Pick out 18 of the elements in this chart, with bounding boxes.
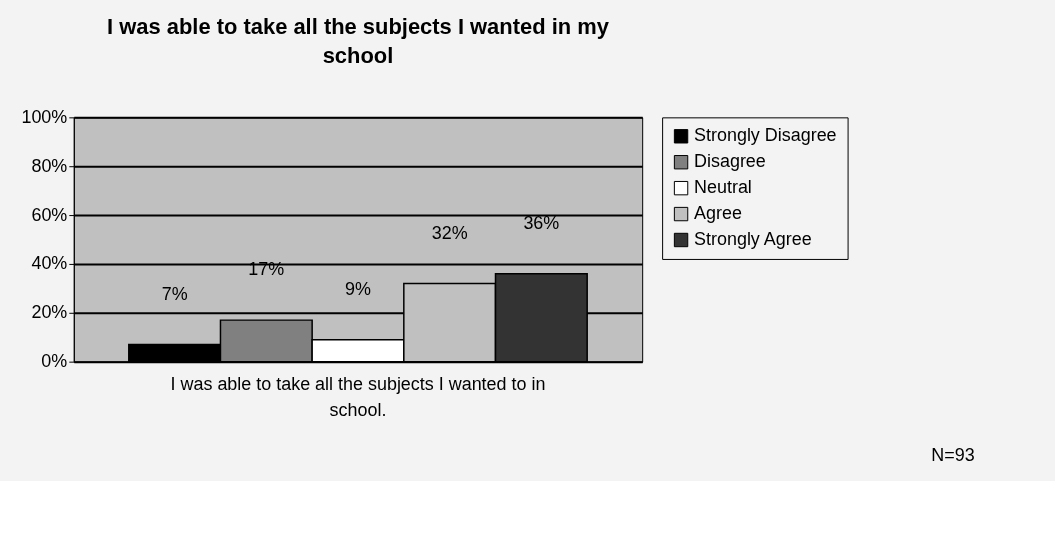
legend-label: Neutral xyxy=(694,177,752,198)
legend-label: Strongly Disagree xyxy=(694,125,837,146)
data-label: 7% xyxy=(161,283,188,304)
legend-label: Disagree xyxy=(694,151,766,172)
data-label: 32% xyxy=(431,222,468,243)
legend-label: Strongly Agree xyxy=(694,228,812,249)
y-tick-label: 40% xyxy=(31,253,68,274)
y-tick-label: 0% xyxy=(41,351,68,372)
data-label: 36% xyxy=(523,212,560,233)
y-tick-label: 60% xyxy=(31,204,68,225)
chart-title: I was able to take all the subjects I wanted in my school xyxy=(107,13,610,69)
y-tick-label: 100% xyxy=(21,106,68,127)
legend-label: Agree xyxy=(694,203,742,224)
y-tick-label: 80% xyxy=(31,155,68,176)
text: N=93 xyxy=(931,445,975,466)
data-label: 9% xyxy=(345,278,371,299)
y-tick-label: 20% xyxy=(31,302,68,323)
x-tick-label: I was able to take all the subjects I wanted to in school. xyxy=(170,374,546,420)
